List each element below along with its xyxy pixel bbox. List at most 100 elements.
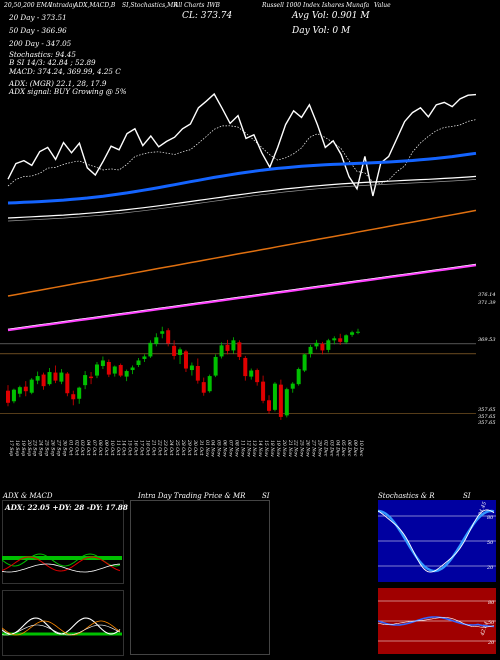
candle-body — [261, 381, 266, 401]
candle — [11, 388, 16, 404]
candle — [59, 369, 64, 385]
topline-si[interactable]: SI,Stochastics,MR — [122, 2, 178, 9]
topline-adx[interactable]: ADX,MACD,B — [74, 2, 116, 9]
candle — [249, 368, 254, 380]
adx-lines — [2, 553, 122, 573]
date-axis-label: 01 Oct — [67, 440, 73, 456]
date-axis-label: 25 Nov — [299, 439, 305, 457]
date-axis-label: 08 Oct — [97, 440, 103, 456]
candle — [326, 338, 331, 353]
date-axis-label: 02 Dec — [322, 440, 328, 457]
plus-di-line — [2, 553, 121, 567]
si-level-80: 80 — [488, 600, 495, 606]
price-axis-label: 357.65 — [478, 420, 496, 426]
minus-di-line — [2, 556, 121, 572]
candle-body — [237, 342, 242, 357]
date-axis-label: 22 Oct — [156, 439, 162, 456]
date-axis-label: 17 Oct — [139, 440, 145, 456]
si-level-50: 50 — [488, 620, 495, 626]
date-axis-label: 01 Nov — [204, 440, 210, 457]
candle — [338, 333, 343, 345]
stoch-si-title: SI — [463, 492, 471, 500]
candle-body — [302, 354, 307, 371]
candle — [53, 365, 58, 384]
candle-body — [94, 364, 99, 376]
candle — [65, 372, 70, 397]
candle — [23, 381, 28, 397]
candle — [47, 368, 52, 386]
candle — [314, 339, 319, 350]
price-axis-label: 357.65 — [478, 414, 496, 420]
topline-ema[interactable]: 20,50,200 EMA — [4, 2, 52, 9]
candle — [35, 371, 40, 385]
candle — [83, 371, 88, 390]
candle-body — [356, 331, 360, 333]
candle-body — [249, 370, 254, 377]
topline: 20,50,200 EMA Intraday ADX,MACD,B SI,Sto… — [4, 2, 500, 10]
candle-body — [290, 383, 295, 389]
ema50-stat: 50 Day - 366.96 — [9, 26, 67, 35]
stoch-value: 94.45 — [478, 501, 489, 517]
candle — [6, 385, 10, 407]
topline-allcharts[interactable]: All Charts — [174, 2, 205, 9]
candle-body — [213, 356, 218, 376]
candle-body — [278, 384, 283, 417]
stochastics-lines: 80 50 20 94.45 — [378, 501, 496, 573]
candle-body — [350, 332, 355, 335]
price-axis-label: 357.65 — [478, 407, 496, 413]
date-axis-label: 08 Nov — [233, 440, 239, 457]
price-axis-label: 376.14 — [478, 292, 496, 298]
candle — [29, 378, 34, 395]
candle-body — [23, 386, 28, 392]
stoch-level-50: 50 — [487, 540, 494, 546]
date-axis-label: 28 Oct — [180, 439, 186, 456]
stoch-title: Stochastics & R — [378, 492, 435, 500]
macd-signal-line — [2, 620, 121, 636]
candle — [189, 362, 194, 376]
candle — [183, 349, 188, 373]
date-axis-label: 19 Nov — [275, 440, 281, 457]
candle — [261, 375, 266, 404]
candle-body — [41, 374, 46, 387]
candle-body — [160, 331, 165, 334]
date-axis-label: 27 Sep — [55, 439, 61, 456]
price-axis-label: 371.39 — [478, 300, 496, 306]
date-axis-label: 25 Oct — [174, 439, 180, 456]
short-ma-line — [7, 119, 477, 187]
candle — [172, 340, 177, 360]
bb-inner-line — [7, 263, 477, 330]
candle — [243, 355, 248, 381]
candle — [142, 354, 147, 362]
date-axis-label: 06 Dec — [346, 440, 352, 457]
topline-intraday[interactable]: Intraday — [50, 2, 76, 9]
candle — [94, 361, 99, 379]
date-axis-label: 05 Dec — [340, 440, 346, 457]
candle — [77, 386, 82, 404]
si-signal-line — [378, 617, 495, 628]
candle — [296, 367, 301, 386]
candle — [154, 333, 159, 347]
date-axis-label: 04 Dec — [334, 440, 340, 457]
date-axis-label: 12 Nov — [245, 440, 251, 457]
candle — [302, 353, 307, 373]
candle — [344, 334, 349, 344]
candle-body — [124, 371, 129, 377]
candle-body — [29, 379, 34, 393]
candle-body — [219, 345, 224, 357]
date-axis-labels: 17 Sep 18 Sep 19 Sep 20 Sep 23 Sep 24 Sep 25 S… — [8, 439, 364, 457]
candle — [225, 339, 230, 355]
candle-body — [47, 372, 52, 385]
date-axis-label: 05 Nov — [216, 440, 222, 457]
moving-average-lines — [7, 92, 477, 332]
topline-munafa[interactable]: Munafa — [346, 2, 370, 9]
date-axis-label: 13 Nov — [251, 440, 257, 457]
avg-vol-label: Avg Vol: 0.901 M — [292, 11, 370, 21]
topline-value: Value — [374, 2, 391, 9]
date-axis-label: 11 Nov — [239, 440, 245, 457]
si-level-20: 20 — [487, 640, 495, 646]
candle — [17, 385, 22, 398]
date-axis-label: 27 Nov — [311, 439, 317, 457]
candle-body — [59, 372, 64, 382]
candle — [130, 365, 135, 375]
